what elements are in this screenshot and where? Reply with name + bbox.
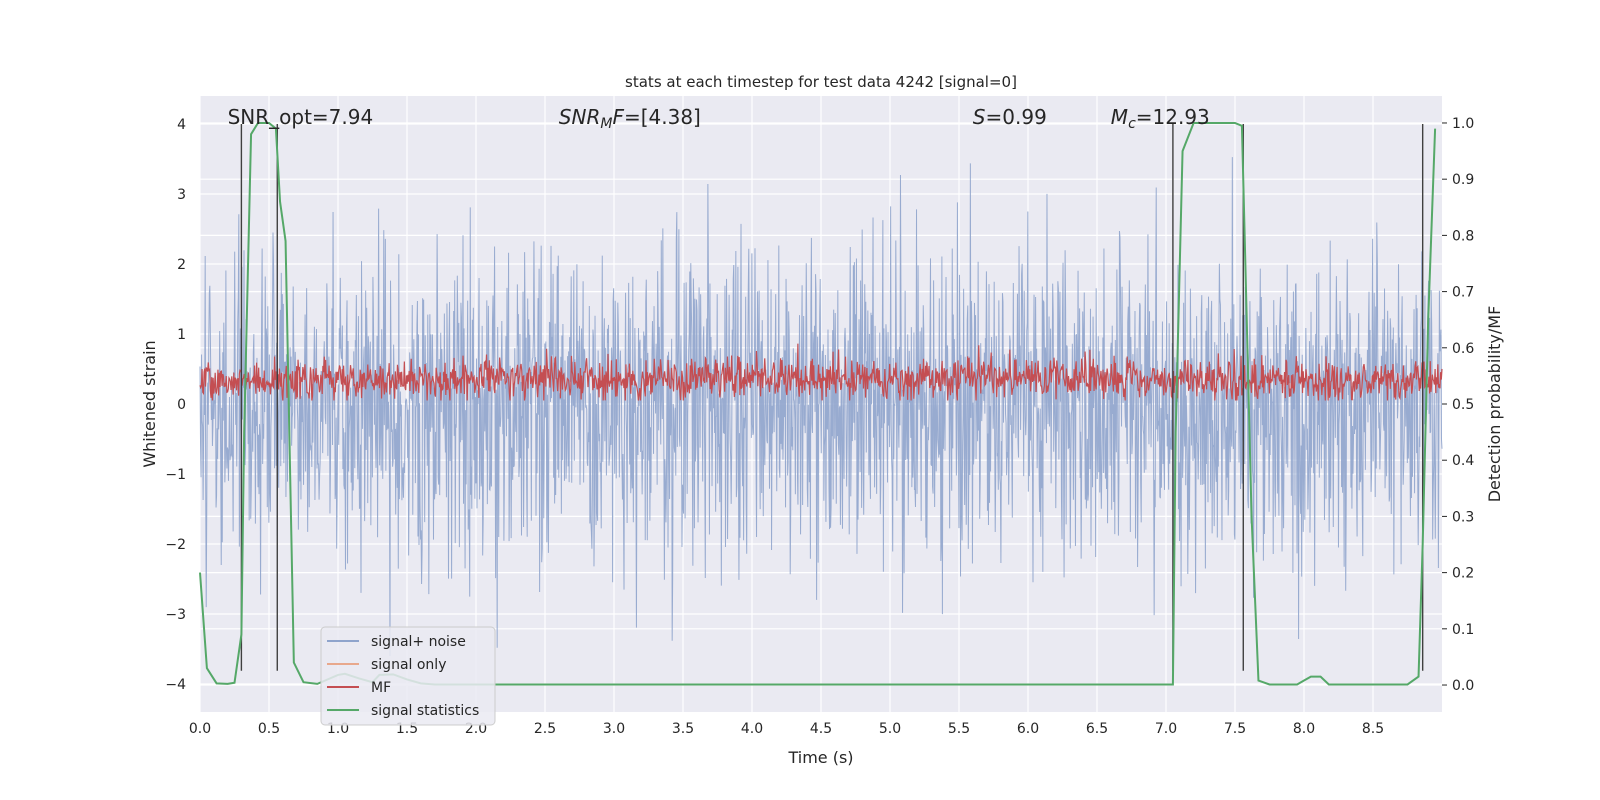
mf-series [199,343,1443,401]
x-tick-label: 0.5 [258,721,280,737]
mf-line [199,343,1443,401]
x-tick-label: 8.0 [1293,721,1315,737]
x-tick-label: 6.5 [1086,721,1108,737]
y-axis-label: Whitened strain [140,340,159,467]
y-tick-label: 0 [177,397,186,413]
y-tick-label: 3 [177,187,186,203]
legend-box [320,626,496,726]
y2-tick-label: 0.5 [1452,397,1474,413]
legend-label: signal only [371,657,446,673]
y2-tick-label: 0.2 [1452,566,1474,582]
x-tick-label: 7.5 [1224,721,1246,737]
y-tick-label: −3 [165,607,186,623]
x-tick-label: 5.5 [948,721,970,737]
signal-noise-line [199,157,1443,657]
x-tick-label: 4.0 [741,721,763,737]
y-tick-label: 1 [177,327,186,343]
chart-title: stats at each timestep for test data 424… [625,73,1017,91]
y2-tick-label: 0.7 [1452,285,1474,301]
x-tick-label: 3.0 [603,721,625,737]
y2-axis-label: Detection probability/MF [1485,306,1504,503]
y2-axis-ticks: 1.0 0.9 0.8 0.7 0.6 0.5 0.4 0.3 0.2 0.1 0.0 [1442,116,1474,694]
s-annotation: S=0.99 [973,105,1047,129]
y2-tick-label: 0.9 [1452,172,1474,188]
x-tick-label: 8.5 [1362,721,1384,737]
y-tick-label: −2 [165,537,186,553]
mc-annotation: Mc=12.93 [1111,105,1210,132]
signal-noise-series [199,157,1443,657]
y2-tick-label: 0.1 [1452,622,1474,638]
legend-label: signal+ noise [371,634,466,650]
x-tick-label: 0.0 [189,721,211,737]
y2-tick-label: 0.4 [1452,453,1474,469]
y-tick-label: −1 [165,467,186,483]
legend-label: signal statistics [371,703,479,719]
x-tick-label: 5.0 [879,721,901,737]
snr-mf-annotation: SNRMF=[4.38] [559,105,701,132]
legend-label: MF [371,680,391,696]
y-tick-label: 4 [177,117,186,133]
signal-statistics-series [199,121,1437,686]
x-tick-label: 7.0 [1155,721,1177,737]
y-tick-label: 2 [177,257,186,273]
x-axis-label: Time (s) [787,748,853,767]
y2-tick-label: 0.3 [1452,509,1474,525]
y2-tick-label: 0.0 [1452,678,1474,694]
x-tick-label: 2.5 [534,721,556,737]
legend-items: signal+ noise signal only MF signal statist… [327,634,479,719]
annotations: SNR_opt=7.94 SNRMF=[4.38] S=0.99 Mc=12.93 [228,105,1210,132]
y2-tick-label: 1.0 [1452,116,1474,132]
x-tick-label: 4.5 [810,721,832,737]
y-tick-label: −4 [165,677,186,693]
y-axis-ticks: 4 3 2 1 0 −1 −2 −3 −4 [165,117,186,693]
x-tick-label: 6.0 [1017,721,1039,737]
legend: signal+ noise signal only MF signal statist… [320,626,496,726]
signal-statistics-line [199,121,1437,686]
x-tick-label: 3.5 [672,721,694,737]
y2-tick-label: 0.8 [1452,228,1474,244]
snr-opt-annotation: SNR_opt=7.94 [228,105,374,129]
vertical-markers [240,124,1424,671]
y2-tick-label: 0.6 [1452,341,1474,357]
